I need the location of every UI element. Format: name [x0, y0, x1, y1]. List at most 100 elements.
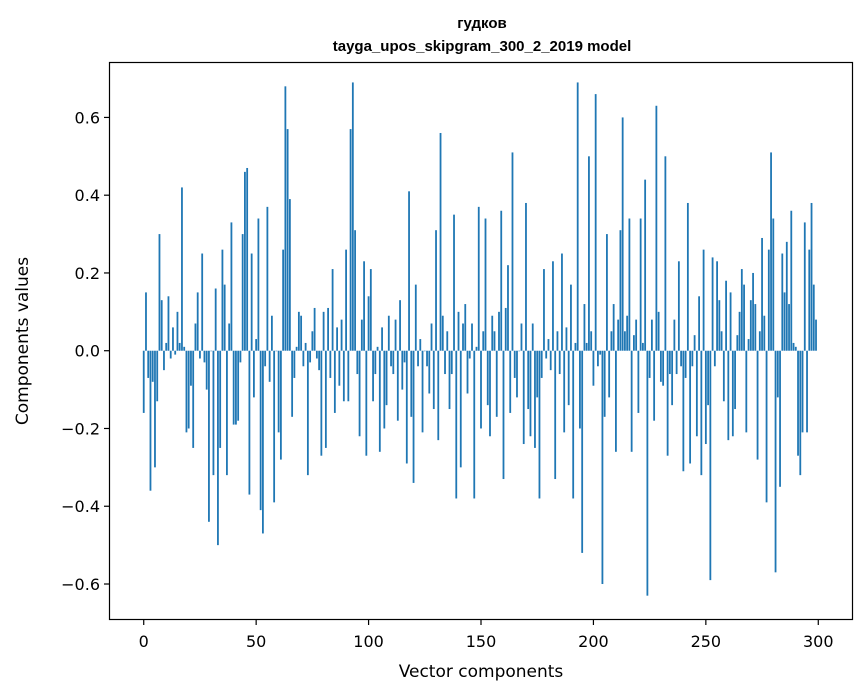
bar [653, 350, 656, 421]
bar [747, 339, 750, 351]
bar [192, 350, 195, 448]
bar [266, 206, 269, 351]
bar [740, 269, 743, 351]
bar [275, 350, 278, 352]
bar [322, 311, 325, 351]
bar [446, 331, 449, 351]
bar [453, 214, 455, 351]
bar [327, 307, 329, 351]
bar [419, 339, 422, 351]
bar [390, 350, 392, 367]
y-tick-label: −0.6 [61, 575, 100, 594]
bar [432, 350, 435, 410]
bar [666, 350, 669, 456]
bar [381, 327, 383, 351]
bar [473, 350, 476, 499]
bar [410, 350, 413, 417]
bar [300, 315, 303, 351]
bar [313, 307, 316, 351]
bar [246, 167, 249, 351]
bar [430, 323, 433, 351]
bar [711, 257, 714, 351]
bar [808, 249, 811, 351]
bar [561, 253, 563, 351]
bar [790, 210, 793, 351]
bar [534, 350, 536, 448]
bar [190, 350, 192, 386]
bar [635, 319, 638, 351]
bar [606, 234, 608, 351]
bar [156, 350, 159, 402]
bar [248, 350, 251, 495]
bar [648, 350, 651, 378]
bar [315, 350, 318, 359]
bar [320, 350, 323, 456]
bar [439, 132, 442, 351]
bar [426, 350, 428, 367]
bar [507, 265, 509, 351]
bar [736, 335, 739, 351]
bar [273, 350, 276, 503]
bar [761, 237, 763, 351]
bar [633, 335, 635, 351]
bar [367, 296, 370, 351]
bar [345, 249, 347, 351]
bar [347, 350, 350, 402]
bar [765, 350, 768, 503]
bar [264, 350, 267, 367]
bar [428, 350, 431, 394]
bar [504, 307, 507, 351]
bar [612, 304, 615, 351]
y-tick-label: 0.4 [75, 186, 100, 205]
bar [729, 292, 732, 351]
bar [387, 315, 390, 351]
bar [421, 350, 424, 433]
bar [563, 350, 566, 433]
bar [196, 292, 199, 351]
bar [385, 350, 388, 406]
bar [639, 218, 642, 351]
bar [354, 230, 356, 351]
bar [644, 179, 647, 351]
bar [592, 350, 595, 386]
bar [549, 350, 552, 371]
bar [498, 311, 500, 351]
bar [145, 292, 147, 351]
chart-title: гудков [457, 15, 506, 32]
bar [713, 350, 716, 367]
bar [619, 230, 622, 351]
bar [576, 82, 579, 351]
bar [172, 327, 174, 351]
bar [641, 342, 644, 351]
bar [527, 350, 530, 410]
bar [525, 202, 527, 351]
bar [718, 300, 721, 351]
bar [673, 319, 676, 351]
bar [601, 350, 604, 585]
plot-frame [108, 61, 854, 621]
y-tick-label: 0.2 [75, 264, 100, 283]
bar [255, 339, 258, 351]
bar [464, 304, 467, 351]
bar [477, 206, 480, 351]
bar [617, 319, 620, 351]
bar [608, 350, 611, 398]
bar [360, 319, 363, 351]
bar [540, 350, 543, 378]
bar [257, 218, 260, 351]
bar [369, 269, 372, 351]
bar [423, 350, 426, 352]
bar [333, 350, 336, 413]
bar [486, 350, 489, 406]
bar [500, 210, 503, 351]
bar [603, 350, 606, 417]
bar [293, 350, 296, 378]
bar [810, 202, 813, 351]
bar [288, 199, 291, 351]
bar [480, 350, 482, 429]
bar [567, 350, 570, 406]
bar [801, 350, 804, 433]
bar [547, 339, 550, 351]
bar [662, 350, 665, 386]
bar [223, 284, 226, 351]
